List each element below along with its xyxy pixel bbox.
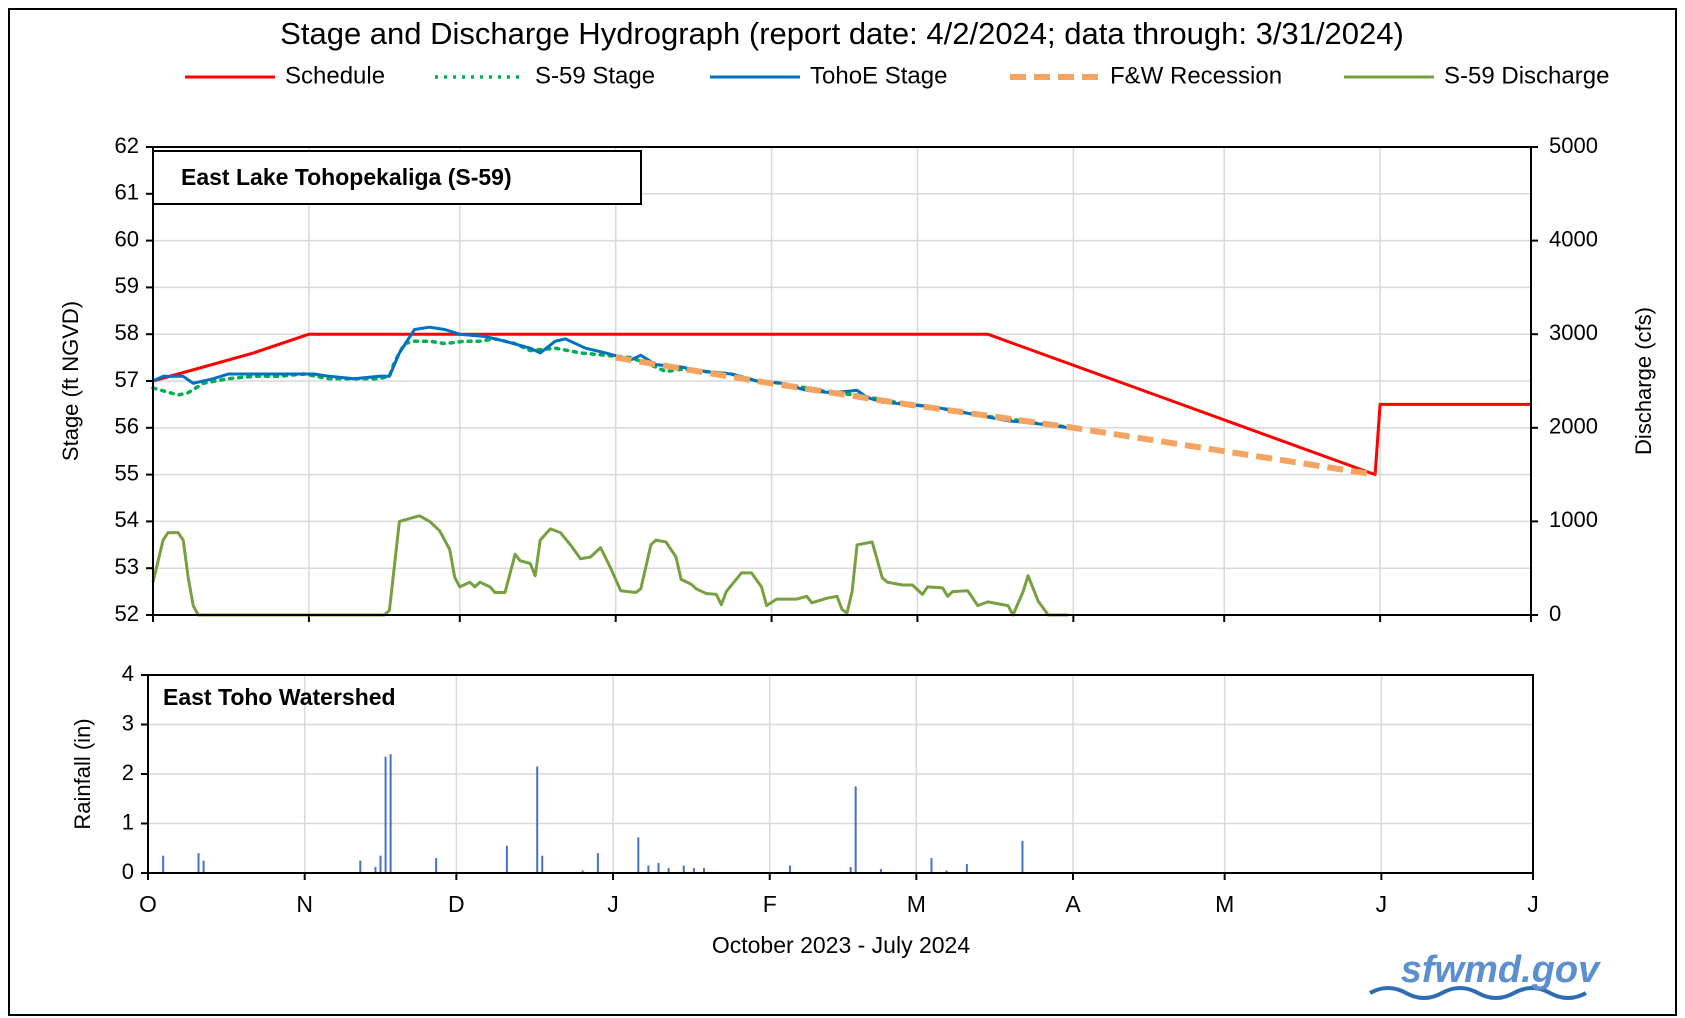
x-tick-label: M: [1215, 891, 1234, 917]
y2-tick-label: 0: [1549, 601, 1561, 626]
y-axis-label: Stage (ft NGVD): [58, 301, 83, 461]
rain-bar: [703, 868, 706, 873]
marks: [147, 325, 1531, 873]
x-axis-label: October 2023 - July 2024: [712, 932, 970, 958]
x-tick-label: M: [907, 891, 926, 917]
y-axis-label: Rainfall (in): [70, 718, 95, 829]
rain-bar: [879, 869, 882, 873]
rain-bar: [581, 870, 584, 873]
annotation: East Lake Tohopekaliga (S-59): [181, 164, 512, 190]
y2-tick-label: 1000: [1549, 507, 1598, 532]
x-tick-label: J: [1376, 891, 1388, 917]
series-line: [151, 514, 1069, 617]
legend-label: S-59 Discharge: [1444, 62, 1609, 89]
rain-bar: [389, 754, 392, 873]
y-tick-label: 0: [122, 859, 134, 884]
rain-bar: [541, 855, 544, 873]
y-tick-label: 2: [122, 760, 134, 785]
x-tick-label: N: [296, 891, 313, 917]
annotation: East Toho Watershed: [163, 684, 396, 710]
x-tick-label: J: [1527, 891, 1539, 917]
rain-bar: [197, 853, 200, 873]
rain-bar: [667, 868, 670, 873]
rain-bar: [682, 865, 685, 873]
y-tick-label: 61: [115, 180, 139, 205]
rain-bar: [374, 867, 377, 873]
rain-bar: [162, 855, 165, 873]
y-tick-label: 62: [115, 133, 139, 158]
y-tick-label: 59: [115, 273, 139, 298]
rain-bar: [930, 858, 933, 873]
rain-bar: [202, 860, 205, 873]
logo: sfwmd.gov: [1401, 949, 1601, 991]
rain-bar: [965, 864, 968, 873]
rain-bar: [596, 853, 599, 873]
series-line: [152, 325, 1069, 430]
stage-plot-frame: [152, 146, 1532, 616]
y-tick-label: 3: [122, 710, 134, 735]
rain-bar: [505, 845, 508, 873]
rain-bar: [647, 865, 650, 873]
rain-bar: [384, 756, 387, 873]
y2-tick-label: 2000: [1549, 414, 1598, 439]
x-tick-label: D: [448, 891, 465, 917]
legend-label: Schedule: [285, 62, 385, 89]
y-tick-label: 52: [115, 601, 139, 626]
y-tick-label: 58: [115, 320, 139, 345]
y2-axis-label: Discharge (cfs): [1631, 307, 1656, 455]
rain-bar: [435, 858, 438, 873]
y-tick-label: 60: [115, 226, 139, 251]
rain-bar: [536, 766, 539, 873]
logo-wave: [1369, 986, 1587, 1000]
x-tick-label: J: [607, 891, 619, 917]
legend-label: F&W Recession: [1110, 62, 1282, 89]
rain-bar: [788, 865, 791, 873]
y-tick-label: 57: [115, 367, 139, 392]
rain-bar: [854, 786, 857, 873]
legend-label: S-59 Stage: [535, 62, 655, 89]
y-tick-label: 56: [115, 414, 139, 439]
y2-tick-label: 3000: [1549, 320, 1598, 345]
x-tick-label: A: [1065, 891, 1081, 917]
x-tick-label: F: [763, 891, 777, 917]
y-tick-label: 54: [115, 507, 139, 532]
y2-tick-label: 5000: [1549, 133, 1598, 158]
x-tick-label: O: [139, 891, 157, 917]
y-tick-label: 53: [115, 554, 139, 579]
rain-bar: [692, 868, 695, 873]
legend: Schedule S-59 Stage TohoE Stage F&W Recessi…: [185, 62, 1609, 89]
series-line: [152, 332, 1531, 477]
y-tick-label: 4: [122, 661, 134, 686]
rain-bar: [637, 837, 640, 873]
rain-plot-frame: [147, 674, 1534, 874]
y-tick-label: 55: [115, 460, 139, 485]
rain-bar: [379, 855, 382, 873]
annotation-box: [152, 150, 642, 205]
rain-grid: O N D J F M A M J J 0 1 2 3 4: [122, 661, 1539, 917]
rain-bar: [657, 863, 660, 873]
rain-bar: [1021, 840, 1024, 873]
y2-tick-label: 4000: [1549, 226, 1598, 251]
rain-bar: [849, 867, 852, 873]
chart-title: Stage and Discharge Hydrograph (report d…: [280, 16, 1404, 51]
rain-bar: [359, 860, 362, 873]
y-tick-label: 1: [122, 809, 134, 834]
legend-label: TohoE Stage: [810, 62, 947, 89]
rain-bar: [945, 870, 948, 873]
